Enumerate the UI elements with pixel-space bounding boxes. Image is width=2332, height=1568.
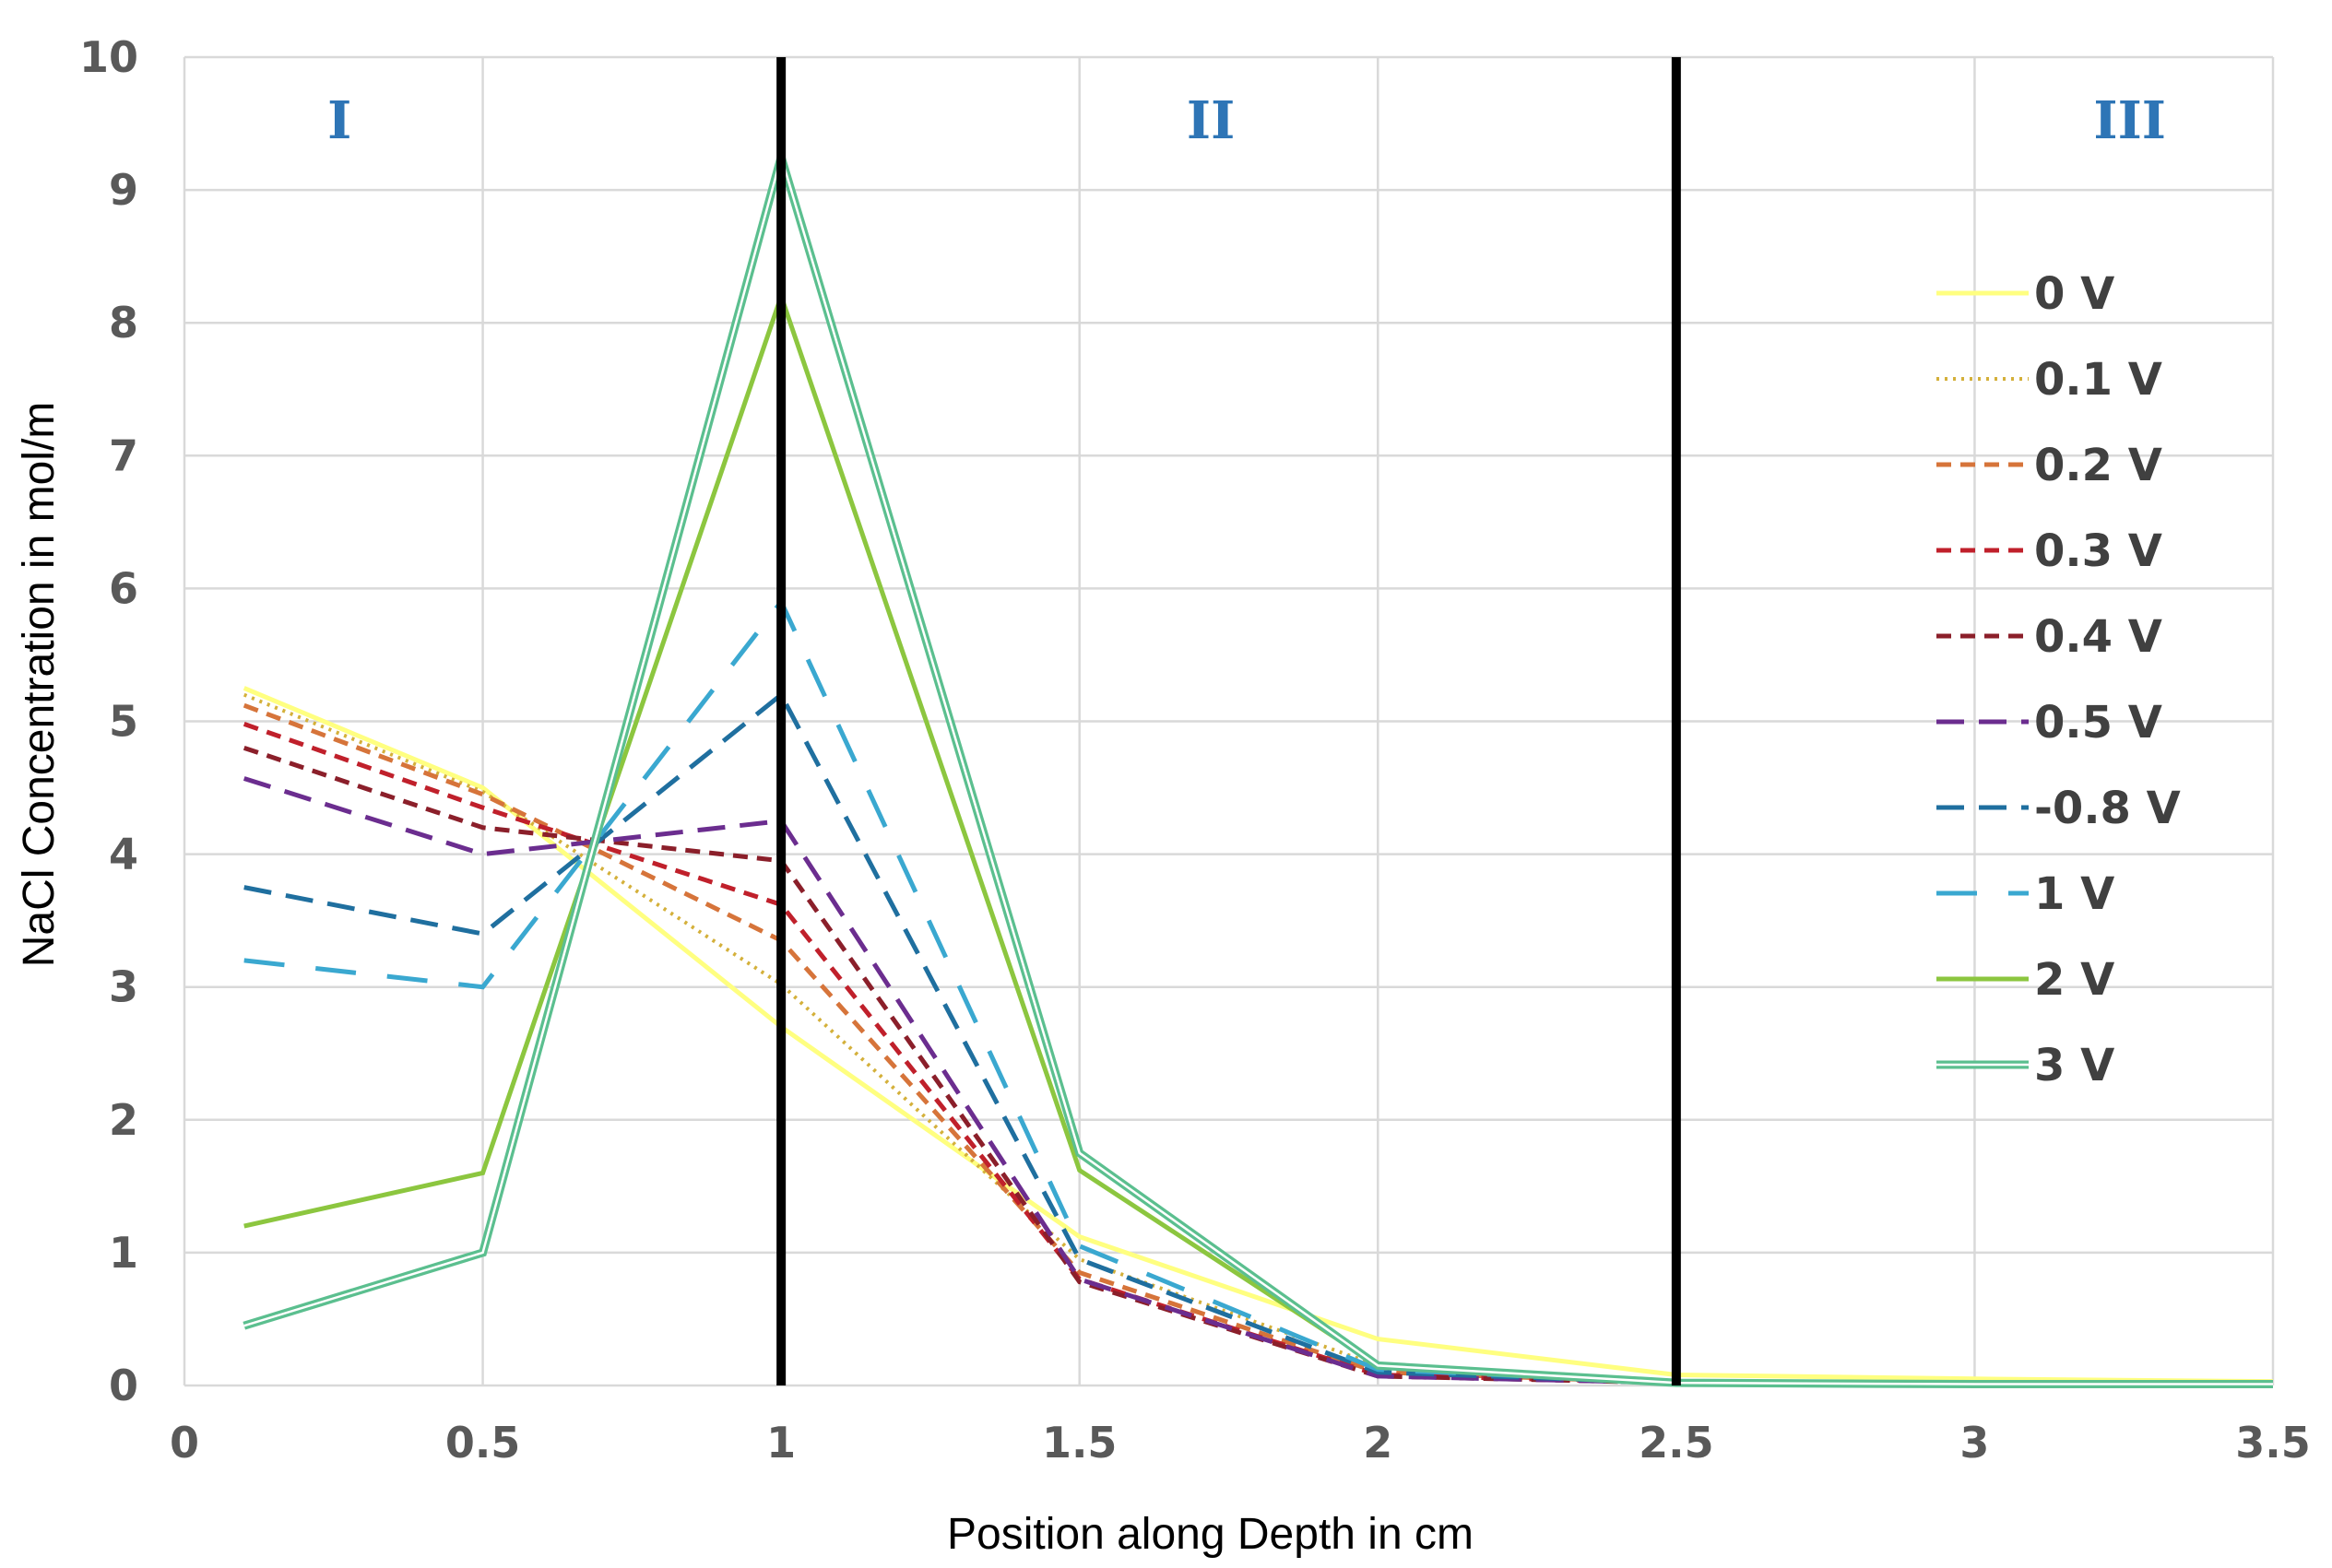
y-tick-label: 7 (109, 430, 138, 480)
legend-label: 0.2 V (2034, 440, 2162, 491)
legend-label: 2 V (2034, 954, 2114, 1006)
region-label-II: II (1187, 90, 1235, 151)
region-labels: I II III (327, 90, 2166, 151)
legend-label: 1 V (2034, 868, 2114, 920)
y-tick-label: 1 (109, 1228, 138, 1278)
legend-entry: 0 V (1936, 268, 2114, 320)
legend-entry: 0.5 V (1936, 697, 2162, 749)
y-axis-title: NaCl Concentration in mol/m (15, 402, 64, 968)
legend-entry: 2 V (1936, 954, 2114, 1006)
legend-label: 0.1 V (2034, 354, 2162, 406)
legend-entry: 0.2 V (1936, 440, 2162, 491)
y-tick-label: 6 (109, 563, 138, 613)
legend-label: 0.3 V (2034, 525, 2162, 577)
y-tick-label: 9 (109, 165, 138, 215)
y-tick-label: 3 (109, 962, 138, 1012)
series-lines (243, 141, 2274, 1389)
x-tick-label: 0.5 (445, 1418, 521, 1468)
y-tick-label: 2 (109, 1095, 138, 1145)
legend-entry: 0.4 V (1936, 611, 2162, 663)
legend-entry: -0.8 V (1936, 783, 2181, 834)
series-line-0-5-V (243, 776, 2273, 1387)
x-tick-label: 1.5 (1042, 1418, 1118, 1468)
y-tick-label: 10 (79, 32, 138, 82)
legend-label: 0.5 V (2034, 697, 2162, 749)
y-tick-label: 4 (109, 830, 138, 879)
legend-label: 0 V (2034, 268, 2114, 320)
legend-entry: 0.1 V (1936, 354, 2162, 406)
legend-label: -0.8 V (2034, 783, 2181, 834)
series-line-0-1-V (243, 692, 2273, 1385)
region-label-I: I (327, 90, 351, 151)
x-tick-label: 3.5 (2235, 1418, 2311, 1468)
legend-entry: 1 V (1936, 868, 2114, 920)
region-label-III: III (2093, 90, 2166, 151)
legend-entry: 3 V (1936, 1040, 2114, 1091)
legend-label: 3 V (2034, 1040, 2114, 1091)
x-tick-label: 0 (170, 1418, 199, 1468)
series-line-0-V (243, 686, 2274, 1385)
x-tick-label: 2 (1363, 1418, 1392, 1468)
y-tick-label: 8 (109, 298, 138, 348)
x-tick-label: 2.5 (1639, 1418, 1714, 1468)
legend: 0 V 0.1 V 0.2 V 0.3 V 0.4 V 0.5 V -0.8 V 1 V 2 V… (1936, 268, 2181, 1091)
series-line-3-V-inner (243, 152, 2273, 1385)
x-axis-title: Position along Depth in cm (947, 1510, 1474, 1559)
x-tick-label: 3 (1959, 1418, 1989, 1468)
legend-entry: 0.3 V (1936, 525, 2162, 577)
y-tick-label: 5 (109, 697, 138, 747)
series-line-1-V (243, 597, 2273, 1387)
y-tick-label: 0 (109, 1361, 138, 1410)
region-boundaries (776, 57, 1681, 1385)
y-axis-ticks: 0 1 2 3 4 5 6 7 8 9 10 (79, 32, 138, 1410)
x-tick-label: 1 (766, 1418, 796, 1468)
x-axis-ticks: 0 0.5 1 1.5 2 2.5 3 3.5 (170, 1418, 2311, 1468)
series-line-3-V (243, 141, 2273, 1389)
legend-label: 0.4 V (2034, 611, 2162, 663)
